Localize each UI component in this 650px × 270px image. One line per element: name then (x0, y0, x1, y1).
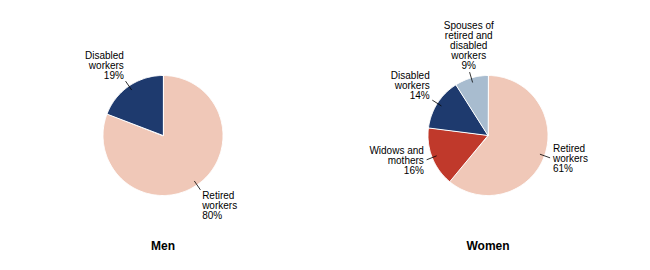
svg-text:Spouses ofretired anddisabledw: Spouses ofretired anddisabledworkers9% (444, 20, 494, 71)
svg-text:Men: Men (151, 239, 175, 253)
svg-text:Widows andmothers16%: Widows andmothers16% (369, 145, 424, 176)
svg-text:Disabledworkers14%: Disabledworkers14% (391, 70, 430, 101)
svg-text:Retiredworkers61%: Retiredworkers61% (552, 143, 588, 174)
svg-text:Women: Women (466, 239, 509, 253)
svg-text:Disabledworkers19%: Disabledworkers19% (85, 50, 124, 81)
svg-text:Retiredworkers80%: Retiredworkers80% (201, 190, 237, 221)
